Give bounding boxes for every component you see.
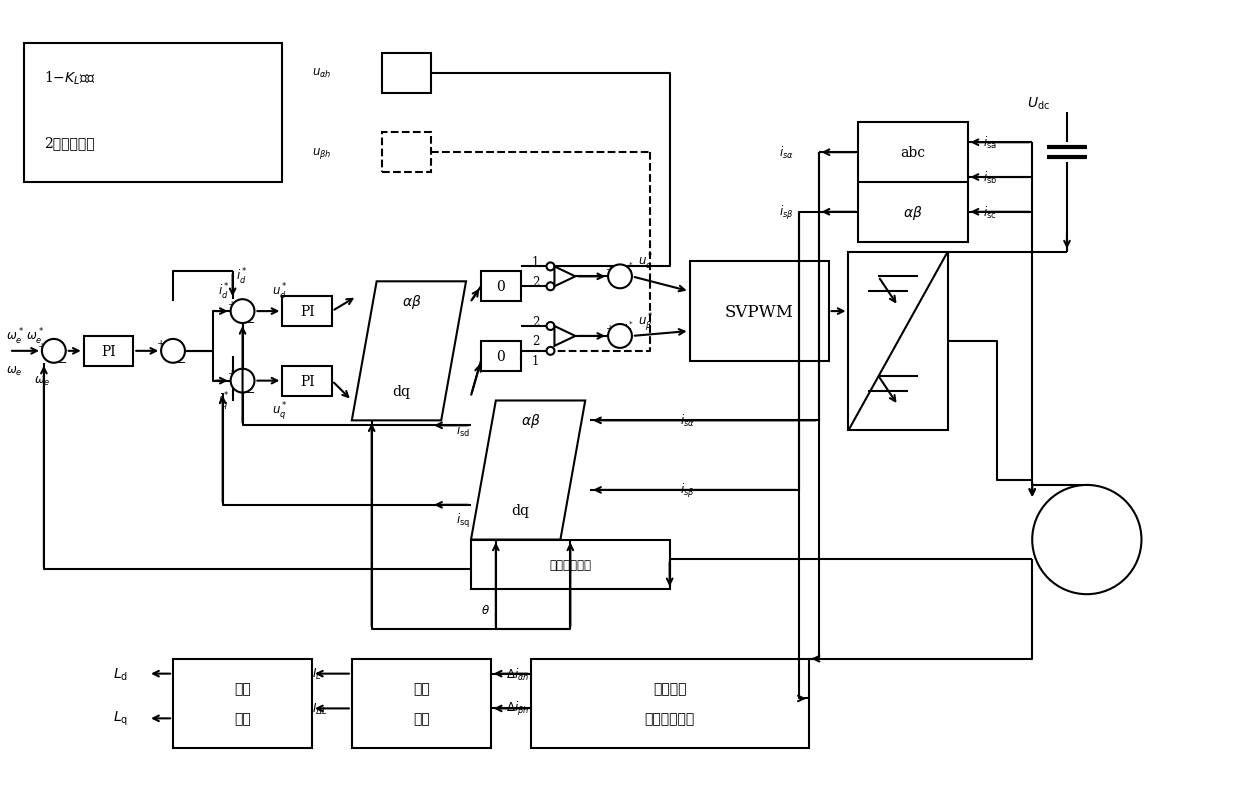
Text: $\theta$: $\theta$	[481, 603, 490, 616]
Text: 构造: 构造	[413, 711, 430, 726]
Text: $i_{\rm sa}$: $i_{\rm sa}$	[982, 135, 997, 151]
Text: dq: dq	[512, 503, 529, 517]
Text: 2: 2	[532, 315, 539, 328]
Text: PI: PI	[102, 344, 115, 358]
Circle shape	[1032, 485, 1142, 594]
Polygon shape	[352, 282, 466, 421]
Text: +: +	[606, 265, 614, 273]
Text: 辨识: 辨识	[234, 711, 250, 726]
Text: $i_{\rm sb}$: $i_{\rm sb}$	[982, 170, 997, 186]
Text: $u_{\beta h}$: $u_{\beta h}$	[312, 145, 331, 160]
Polygon shape	[471, 401, 585, 540]
Text: 0: 0	[496, 280, 505, 294]
Bar	[531, 659, 808, 748]
Text: 电流差值提取: 电流差值提取	[645, 711, 694, 726]
Text: +: +	[227, 299, 236, 308]
Text: 电感: 电感	[234, 682, 250, 695]
Text: 1: 1	[532, 256, 539, 269]
Text: $\omega_e^*$: $\omega_e^*$	[6, 326, 24, 346]
Bar	[283, 297, 332, 326]
Bar	[481, 272, 521, 302]
Text: $L_{\rm q}$: $L_{\rm q}$	[113, 709, 129, 727]
Bar	[481, 342, 521, 371]
Bar	[83, 337, 133, 367]
Circle shape	[231, 369, 254, 393]
Polygon shape	[554, 326, 575, 346]
Text: $-$: $-$	[176, 355, 186, 366]
Text: $u_\beta^*$: $u_\beta^*$	[637, 310, 653, 333]
Polygon shape	[554, 267, 575, 287]
Text: $u_q^*$: $u_q^*$	[273, 400, 288, 422]
Circle shape	[547, 322, 554, 330]
Text: $i_{\rm sc}$: $i_{\rm sc}$	[982, 205, 996, 221]
Bar	[24, 44, 283, 183]
Text: $-$: $-$	[57, 355, 67, 366]
Text: $-$: $-$	[246, 385, 255, 395]
Text: 转速位置获取: 转速位置获取	[549, 558, 591, 571]
Text: +: +	[606, 324, 614, 333]
Text: $u_\alpha^*$: $u_\alpha^*$	[620, 260, 634, 277]
Bar	[382, 54, 432, 94]
Text: $\alpha\beta$: $\alpha\beta$	[903, 204, 923, 221]
Bar	[283, 367, 332, 396]
Text: $\omega_e$: $\omega_e$	[6, 365, 22, 378]
Bar	[352, 659, 491, 748]
Text: 1$-K_L$辨识: 1$-K_L$辨识	[43, 70, 95, 87]
Text: 2: 2	[532, 275, 539, 289]
Text: dq: dq	[393, 384, 410, 398]
Bar	[174, 659, 312, 748]
Text: $L_{\rm d}$: $L_{\rm d}$	[113, 666, 129, 682]
Circle shape	[161, 339, 185, 363]
Text: $i_{\rm sq}$: $i_{\rm sq}$	[456, 511, 470, 529]
Bar	[471, 540, 670, 589]
Text: $u_d^*$: $u_d^*$	[273, 282, 288, 302]
Bar	[382, 133, 432, 172]
Text: $u_\alpha^*$: $u_\alpha^*$	[637, 252, 653, 272]
Text: 0: 0	[496, 350, 505, 363]
Circle shape	[231, 300, 254, 324]
Text: $i_{s\beta}$: $i_{s\beta}$	[779, 204, 794, 221]
Circle shape	[547, 263, 554, 271]
Text: 高频响应: 高频响应	[653, 682, 687, 695]
Text: +: +	[227, 369, 236, 378]
Text: PI: PI	[300, 375, 315, 388]
Circle shape	[42, 339, 66, 363]
Text: $I_L$: $I_L$	[312, 666, 321, 682]
Text: $i_{s\alpha}$: $i_{s\alpha}$	[779, 145, 794, 161]
Text: $\omega_e$: $\omega_e$	[33, 375, 51, 387]
Bar	[848, 252, 947, 431]
Text: $i_{s\alpha}$: $i_{s\alpha}$	[680, 413, 694, 429]
Text: $\alpha\beta$: $\alpha\beta$	[521, 412, 541, 430]
Text: $i_d^*$: $i_d^*$	[236, 267, 248, 287]
Text: $i_{s\beta}$: $i_{s\beta}$	[680, 481, 694, 500]
Circle shape	[608, 325, 632, 348]
Circle shape	[608, 265, 632, 289]
Text: $\omega_e^*$: $\omega_e^*$	[26, 326, 43, 346]
Circle shape	[547, 347, 554, 355]
Text: 2－电感辨识: 2－电感辨识	[43, 136, 94, 150]
Text: 1: 1	[532, 354, 539, 368]
Text: 2: 2	[532, 335, 539, 348]
Text: SVPWM: SVPWM	[724, 303, 794, 320]
Text: IPMSM: IPMSM	[1064, 533, 1110, 546]
Text: $I_{\Delta L}$: $I_{\Delta L}$	[312, 701, 327, 716]
Bar	[858, 124, 967, 242]
Text: PI: PI	[300, 305, 315, 318]
Text: $u_\beta^*$: $u_\beta^*$	[620, 319, 634, 337]
Text: $i_d^*$: $i_d^*$	[218, 282, 229, 302]
Text: $\alpha\beta$: $\alpha\beta$	[402, 293, 422, 311]
Circle shape	[547, 283, 554, 291]
Text: $U_{\rm dc}$: $U_{\rm dc}$	[1027, 95, 1050, 111]
Bar	[689, 262, 828, 362]
Text: $-$: $-$	[246, 316, 255, 326]
Text: $u_{\alpha h}$: $u_{\alpha h}$	[312, 67, 331, 80]
Text: $\Delta i_{\beta h}$: $\Delta i_{\beta h}$	[506, 699, 529, 718]
Text: $i_{\rm sd}$: $i_{\rm sd}$	[456, 423, 470, 439]
Text: +: +	[157, 339, 165, 348]
Text: $\Delta i_{\alpha h}$: $\Delta i_{\alpha h}$	[506, 666, 529, 682]
Text: 信号: 信号	[413, 682, 430, 695]
Text: abc: abc	[900, 146, 925, 160]
Text: $i_q^*$: $i_q^*$	[218, 390, 229, 412]
Text: +: +	[37, 342, 46, 351]
